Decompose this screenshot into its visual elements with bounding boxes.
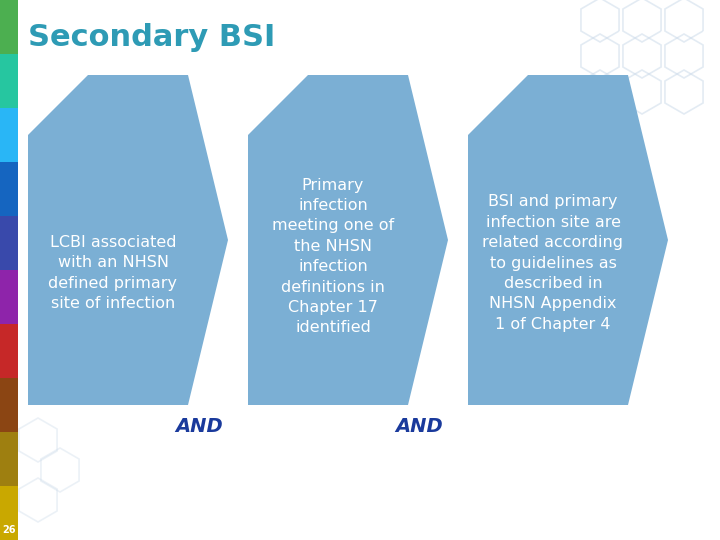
Bar [0,0,18,54]
Text: AND: AND [175,417,223,436]
Bar [0,54,18,108]
Bar [0,162,18,216]
Bar [0,486,18,540]
Text: BSI and primary
infection site are
related according
to guidelines as
described : BSI and primary infection site are relat… [482,194,624,332]
Bar [0,432,18,486]
Text: Secondary BSI: Secondary BSI [28,23,275,51]
Text: AND: AND [395,417,443,436]
Text: LCBI associated
with an NHSN
defined primary
site of infection: LCBI associated with an NHSN defined pri… [48,235,178,311]
Bar [0,108,18,162]
Text: Primary
infection
meeting one of
the NHSN
infection
definitions in
Chapter 17
id: Primary infection meeting one of the NHS… [272,178,394,335]
Bar [0,378,18,432]
Text: 26: 26 [2,525,16,535]
Polygon shape [468,75,668,405]
Bar [0,324,18,378]
Polygon shape [28,75,228,405]
Bar [0,216,18,270]
Bar [0,270,18,324]
Polygon shape [248,75,448,405]
